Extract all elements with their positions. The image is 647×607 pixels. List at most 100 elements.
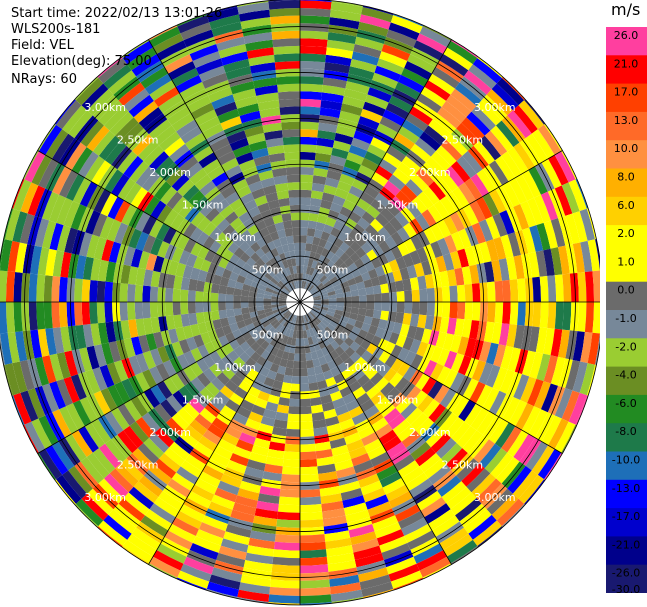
velocity-cell: [300, 353, 307, 362]
velocity-cell: [278, 302, 287, 305]
velocity-cell: [319, 321, 328, 330]
velocity-cell: [332, 195, 346, 207]
velocity-cell: [539, 302, 549, 328]
velocity-cell: [209, 350, 222, 364]
velocity-cell: [241, 118, 263, 131]
velocity-cell: [234, 95, 258, 109]
velocity-cell: [375, 377, 390, 392]
velocity-cell: [329, 574, 360, 587]
velocity-cell: [198, 435, 218, 452]
velocity-cell: [311, 260, 318, 269]
velocity-cell: [252, 262, 262, 272]
velocity-cell: [265, 192, 279, 203]
velocity-cell: [525, 133, 549, 163]
velocity-cell: [388, 332, 400, 345]
velocity-cell: [206, 6, 239, 23]
velocity-cell: [316, 137, 335, 148]
velocity-cell: [403, 350, 417, 366]
velocity-cell: [579, 363, 596, 396]
velocity-cell: [321, 277, 330, 285]
velocity-cell: [255, 372, 267, 384]
velocity-cell: [188, 190, 205, 207]
velocity-cell: [210, 212, 225, 227]
velocity-cell: [434, 302, 443, 317]
range-ring-label: 2.50km: [442, 134, 484, 147]
velocity-cell: [547, 275, 557, 302]
velocity-cell: [371, 171, 389, 187]
velocity-cell: [554, 388, 573, 419]
velocity-cell: [357, 217, 371, 230]
velocity-cell: [253, 437, 271, 449]
velocity-cell: [454, 318, 465, 337]
velocity-cell: [353, 545, 382, 560]
velocity-cell: [227, 315, 237, 325]
velocity-cell: [377, 338, 389, 351]
velocity-cell: [175, 74, 202, 94]
colorbar-swatch: [606, 281, 647, 311]
velocity-cell: [357, 288, 367, 296]
velocity-cell: [169, 213, 185, 231]
velocity-cell: [97, 56, 123, 78]
velocity-cell: [58, 302, 68, 328]
velocity-cell: [392, 322, 403, 335]
velocity-cell: [229, 452, 249, 467]
velocity-cell: [195, 291, 204, 302]
velocity-cell: [300, 15, 330, 25]
velocity-cell: [390, 392, 406, 408]
velocity-cell: [388, 22, 420, 41]
velocity-cell: [54, 99, 76, 125]
velocity-cell: [11, 395, 25, 426]
velocity-cell: [300, 167, 315, 176]
velocity-cell: [281, 121, 300, 131]
velocity-cell: [520, 376, 537, 404]
velocity-cell: [238, 380, 252, 393]
velocity-cell: [300, 144, 317, 153]
velocity-cell: [185, 132, 207, 150]
velocity-cell: [222, 366, 236, 380]
velocity-cell: [383, 549, 414, 568]
velocity-cell: [379, 402, 396, 418]
velocity-cell: [265, 343, 275, 354]
velocity-cell: [457, 248, 470, 268]
velocity-cell: [337, 473, 359, 486]
velocity-cell: [527, 197, 544, 226]
velocity-cell: [498, 323, 510, 346]
velocity-cell: [13, 302, 23, 332]
velocity-cell: [225, 66, 252, 80]
velocity-cell: [204, 186, 221, 202]
velocity-cell: [272, 274, 281, 283]
velocity-cell: [356, 281, 366, 290]
velocity-cell: [150, 200, 167, 220]
velocity-cell: [361, 6, 394, 23]
velocity-cell: [431, 515, 460, 537]
velocity-cell: [233, 235, 246, 248]
velocity-cell: [153, 331, 165, 349]
velocity-cell: [455, 498, 482, 522]
velocity-cell: [458, 182, 476, 205]
velocity-cell: [287, 413, 300, 422]
colorbar-tick-label: -17.0: [612, 510, 640, 523]
velocity-cell: [236, 274, 246, 284]
velocity-cell: [351, 137, 371, 152]
velocity-cell: [265, 334, 275, 344]
velocity-cell: [419, 556, 451, 578]
velocity-cell: [537, 449, 562, 480]
velocity-cell: [439, 171, 459, 192]
velocity-cell: [372, 284, 382, 295]
velocity-cell: [420, 86, 447, 108]
velocity-cell: [360, 350, 373, 362]
velocity-cell: [267, 326, 276, 335]
velocity-cell: [356, 314, 366, 323]
velocity-cell: [176, 577, 207, 591]
velocity-cell: [321, 500, 344, 512]
velocity-cell: [150, 316, 161, 334]
velocity-cell: [12, 361, 28, 393]
velocity-cell: [214, 487, 238, 503]
velocity-cell: [307, 258, 314, 268]
velocity-cell: [537, 124, 562, 155]
velocity-cell: [266, 313, 275, 321]
velocity-cell: [300, 421, 314, 430]
velocity-cell: [258, 313, 267, 320]
velocity-cell: [21, 302, 31, 332]
velocity-cell: [7, 240, 20, 273]
